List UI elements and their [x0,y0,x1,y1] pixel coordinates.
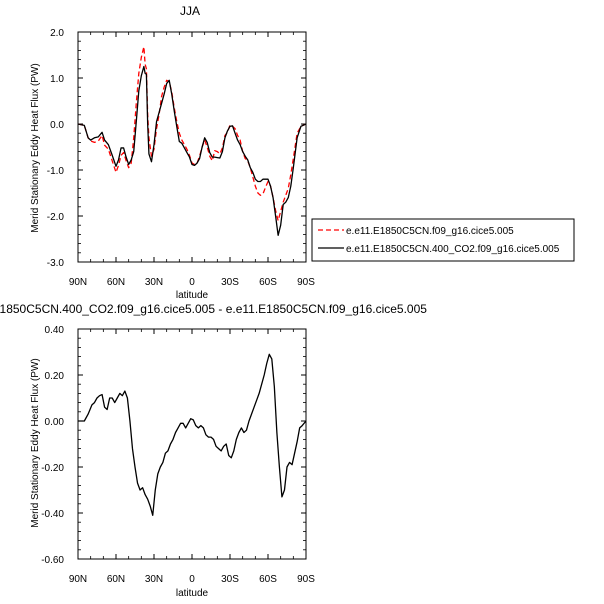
top-x-axis-title: latitude [176,290,209,301]
bottom-plot-title: e.e11.E1850C5CN.400_CO2.f09_g16.cice5.00… [0,302,427,316]
top-plot-title: JJA [180,4,200,18]
top-xtick-label: 90S [297,277,315,288]
bottom-xtick-label: 0 [189,574,195,585]
bottom-xtick-label: 90N [69,574,87,585]
bottom-xtick-label: 90S [297,574,315,585]
top-ytick-label: 2.0 [50,28,64,39]
bottom-xtick-label: 30N [145,574,163,585]
top-ytick-label: -2.0 [47,212,65,223]
top-series-line-0 [77,46,307,222]
bottom-series-line-0 [78,353,307,516]
bottom-ytick-labels: -0.60 -0.40 -0.20 0.00 0.20 0.40 [41,325,64,566]
top-plot-frame [77,31,307,263]
top-ytick-label: 0.0 [50,120,64,131]
bottom-ytick-label: 0.20 [45,371,65,382]
bottom-xtick-label: 60N [107,574,125,585]
legend: e.e11.E1850C5CN.f09_g16.cice5.005 e.e11.… [311,218,575,262]
top-plot-lines [77,46,307,236]
top-ytick-label: 1.0 [50,74,64,85]
top-series-line-1 [77,65,307,236]
bottom-ytick-label: -0.20 [41,463,64,474]
top-xtick-label: 30S [221,277,239,288]
legend-label-co2: e.e11.E1850C5CN.400_CO2.f09_g16.cice5.00… [346,244,560,255]
bottom-ytick-label: 0.40 [45,325,65,336]
bottom-xtick-label: 60S [259,574,277,585]
bottom-plot-lines [78,353,307,516]
top-xtick-label: 0 [189,277,195,288]
bottom-x-axis-title: latitude [176,588,209,599]
top-xtick-label: 30N [145,277,163,288]
top-xtick-label: 90N [69,277,87,288]
top-xtick-labels: 90N 60N 30N 0 30S 60S 90S [69,277,315,288]
top-ytick-label: -1.0 [47,166,65,177]
top-xtick-label: 60N [107,277,125,288]
top-ytick-label: -3.0 [47,258,65,269]
bottom-y-axis-title: Merid Stationary Eddy Heat Flux (PW) [30,358,41,528]
top-panel: JJA -3.0 -2.0 -1.0 0.0 1.0 2.0 90N 60N 3… [30,4,315,301]
top-xtick-label: 60S [259,277,277,288]
bottom-plot-frame [77,328,307,560]
bottom-xtick-label: 30S [221,574,239,585]
bottom-ytick-label: -0.40 [41,509,64,520]
legend-box [311,218,575,262]
bottom-xtick-labels: 90N 60N 30N 0 30S 60S 90S [69,574,315,585]
top-ytick-labels: -3.0 -2.0 -1.0 0.0 1.0 2.0 [47,28,65,269]
legend-label-control: e.e11.E1850C5CN.f09_g16.cice5.005 [346,226,514,237]
top-y-axis-title: Merid Stationary Eddy Heat Flux (PW) [30,63,41,233]
bottom-ytick-label: 0.00 [45,417,65,428]
bottom-panel: e.e11.E1850C5CN.400_CO2.f09_g16.cice5.00… [0,302,427,599]
bottom-ytick-label: -0.60 [41,555,64,566]
